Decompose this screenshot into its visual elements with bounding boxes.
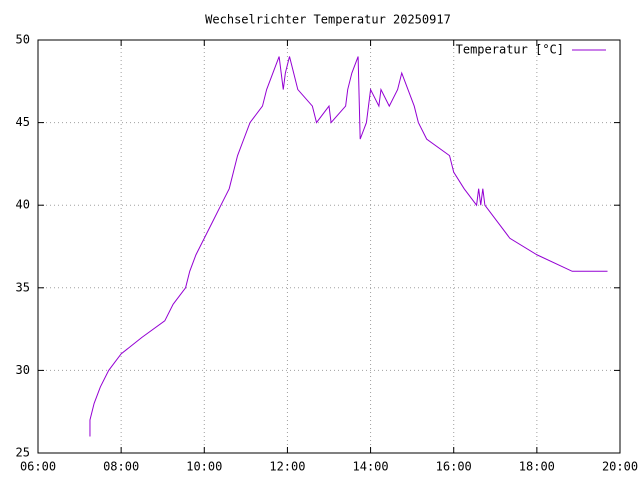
y-tick-label: 50 <box>16 33 30 47</box>
x-tick-label: 10:00 <box>186 460 222 474</box>
y-tick-label: 35 <box>16 280 30 294</box>
x-tick-label: 20:00 <box>602 460 638 474</box>
data-line <box>89 56 608 437</box>
legend-label: Temperatur [°C] <box>456 43 564 57</box>
x-tick-label: 06:00 <box>20 460 56 474</box>
x-tick-label: 12:00 <box>269 460 305 474</box>
y-tick-label: 45 <box>16 115 30 129</box>
chart-title: Wechselrichter Temperatur 20250917 <box>205 13 451 27</box>
x-tick-label: 18:00 <box>519 460 555 474</box>
y-tick-label: 25 <box>16 446 30 460</box>
x-tick-label: 16:00 <box>436 460 472 474</box>
x-tick-label: 14:00 <box>353 460 389 474</box>
y-tick-label: 40 <box>16 198 30 212</box>
x-tick-label: 08:00 <box>103 460 139 474</box>
plot-border <box>37 39 621 454</box>
y-tick-label: 30 <box>16 363 30 377</box>
